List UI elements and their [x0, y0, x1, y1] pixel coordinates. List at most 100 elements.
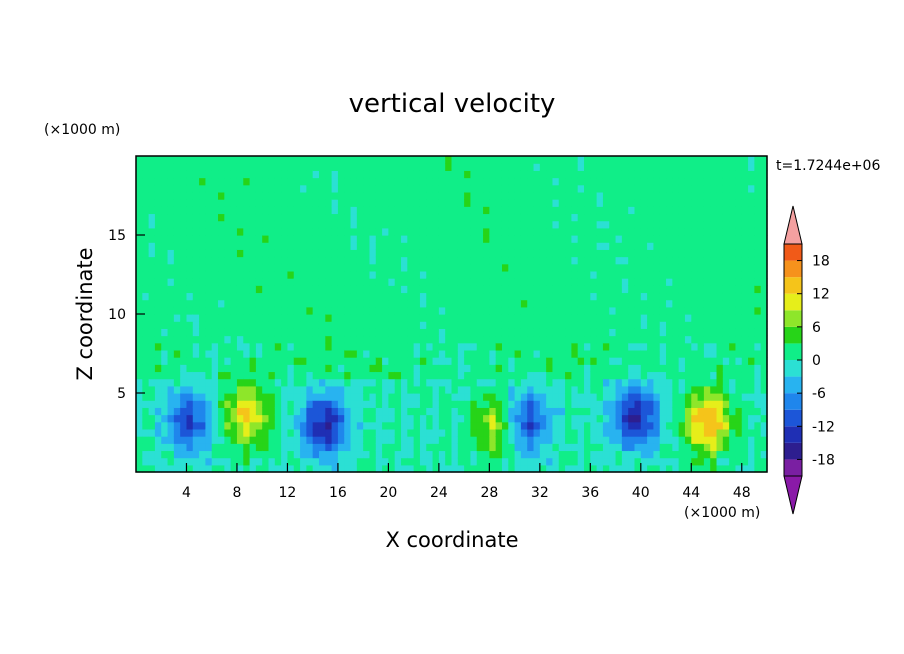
field-cell	[230, 443, 238, 452]
field-cell	[230, 263, 238, 272]
field-cell	[659, 213, 667, 222]
field-cell	[432, 249, 440, 258]
field-cell	[344, 443, 352, 452]
field-cell	[243, 314, 251, 322]
field-cell	[388, 199, 396, 207]
field-cell	[344, 328, 352, 337]
field-cell	[136, 184, 143, 193]
field-cell	[331, 385, 339, 394]
field-cell	[312, 436, 320, 444]
field-cell	[401, 242, 408, 250]
field-cell	[199, 278, 207, 286]
field-cell	[628, 170, 636, 179]
field-cell	[451, 436, 459, 444]
field-cell	[382, 328, 389, 337]
field-cell	[331, 349, 339, 358]
field-cell	[407, 464, 415, 473]
field-cell	[584, 371, 591, 380]
field-cell	[457, 414, 465, 423]
field-cell	[281, 371, 289, 380]
field-cell	[634, 378, 642, 387]
field-cell	[451, 385, 459, 394]
field-cell	[432, 278, 440, 286]
field-cell	[451, 400, 459, 408]
field-cell	[268, 249, 276, 258]
field-cell	[621, 457, 629, 466]
field-cell	[514, 270, 522, 279]
field-cell	[287, 457, 295, 466]
field-cell	[192, 371, 200, 380]
field-cell	[337, 421, 345, 430]
field-cell	[438, 270, 446, 279]
field-cell	[325, 436, 333, 444]
field-cell	[741, 263, 749, 272]
field-cell	[199, 321, 207, 329]
field-cell	[464, 249, 472, 258]
field-cell	[678, 421, 686, 430]
field-cell	[451, 163, 459, 171]
field-cell	[634, 206, 642, 215]
field-cell	[653, 270, 661, 279]
field-cell	[154, 328, 162, 337]
field-cell	[186, 436, 194, 444]
field-cell	[672, 457, 680, 466]
field-cell	[457, 227, 465, 236]
field-cell	[293, 299, 301, 308]
field-cell	[438, 285, 446, 294]
field-cell	[508, 220, 516, 229]
field-cell	[306, 263, 314, 272]
field-cell	[514, 263, 522, 272]
field-cell	[369, 292, 377, 301]
field-cell	[363, 256, 371, 265]
field-cell	[754, 357, 762, 365]
field-cell	[483, 191, 490, 200]
field-cell	[363, 357, 371, 365]
field-cell	[413, 199, 421, 207]
field-cell	[552, 436, 560, 444]
field-cell	[691, 371, 699, 380]
field-cell	[571, 191, 579, 200]
field-cell	[703, 299, 711, 308]
field-cell	[514, 177, 522, 186]
field-cell	[426, 378, 434, 387]
field-cell	[628, 163, 636, 171]
field-cell	[546, 256, 554, 265]
field-cell	[287, 299, 295, 308]
field-cell	[419, 156, 427, 164]
field-cell	[609, 314, 617, 322]
field-cell	[438, 306, 446, 315]
field-cell	[356, 321, 364, 329]
field-cell	[243, 227, 251, 236]
field-cell	[312, 357, 320, 365]
field-cell	[426, 342, 434, 351]
field-cell	[716, 191, 724, 200]
field-cell	[375, 184, 383, 193]
field-cell	[590, 199, 598, 207]
field-cell	[394, 170, 402, 179]
field-cell	[192, 184, 200, 193]
field-cell	[735, 450, 743, 459]
field-cell	[199, 464, 207, 473]
field-cell	[337, 321, 345, 329]
field-cell	[382, 428, 389, 437]
field-cell	[445, 163, 453, 171]
field-cell	[602, 457, 610, 466]
field-cell	[388, 220, 396, 229]
field-cell	[558, 299, 566, 308]
field-cell	[325, 292, 333, 301]
field-cell	[331, 184, 339, 193]
field-cell	[337, 328, 345, 337]
field-cell	[722, 414, 730, 423]
field-cell	[684, 170, 692, 179]
field-cell	[394, 263, 402, 272]
field-cell	[495, 349, 503, 358]
field-cell	[337, 371, 345, 380]
field-cell	[615, 436, 623, 444]
field-cell	[369, 364, 377, 373]
field-cell	[407, 349, 415, 358]
field-cell	[621, 364, 629, 373]
field-cell	[426, 464, 434, 473]
field-cell	[684, 235, 692, 243]
field-cell	[255, 170, 263, 179]
field-cell	[609, 421, 617, 430]
